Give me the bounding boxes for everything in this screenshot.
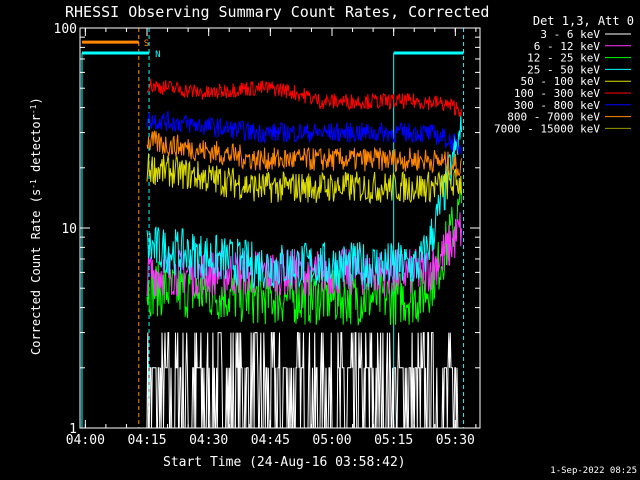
legend-label: 100 - 300 keV: [514, 87, 600, 100]
legend-label: 3 - 6 keV: [540, 28, 600, 41]
series-25-50-kev-line: [146, 114, 462, 290]
legend-header: Det 1,3, Att 0: [533, 14, 634, 28]
x-tick-label: 04:30: [189, 433, 228, 448]
x-tick-label: 05:00: [312, 433, 351, 448]
legend-label: 12 - 25 keV: [527, 52, 600, 65]
x-tick-label: 04:15: [127, 433, 166, 448]
saa-flag-label: S: [144, 39, 149, 49]
y-tick-label: 100: [54, 22, 77, 37]
axes: 04:00 04:15 04:30 04:45 05:00 05:15 05:30 1 10 10…: [54, 22, 481, 448]
series-800-7000-kev-line: [146, 129, 462, 177]
y-tick-label: 10: [61, 222, 77, 237]
x-tick-label: 04:00: [66, 433, 105, 448]
x-axis-label: Start Time (24-Aug-16 03:58:42): [163, 455, 406, 470]
legend-label: 7000 - 15000 keV: [494, 122, 600, 135]
series-100-300-kev-line: [146, 78, 462, 117]
legend-label: 300 - 800 keV: [514, 99, 600, 112]
series-300-800-kev-line: [146, 109, 462, 155]
timestamp: 1-Sep-2022 08:25: [550, 466, 637, 476]
chart-title: RHESSI Observing Summary Count Rates, Co…: [65, 3, 489, 21]
legend-label: 6 - 12 keV: [534, 40, 601, 53]
plot-area: SN: [81, 28, 465, 429]
night-flag-label: N: [155, 50, 160, 60]
y-tick-label: 1: [69, 422, 77, 437]
x-tick-label: 05:15: [374, 433, 413, 448]
x-tick-label: 04:45: [251, 433, 290, 448]
legend-label: 25 - 50 keV: [527, 63, 600, 76]
series-3-6-kev-line: [146, 332, 462, 429]
series-50-100-kev-line: [146, 153, 462, 205]
x-tick-label: 05:30: [436, 433, 475, 448]
legend-label: 800 - 7000 keV: [507, 111, 600, 124]
legend-label: 50 - 100 keV: [521, 75, 601, 88]
y-axis-label: Corrected Count Rate (s-1 detector-1): [29, 97, 43, 355]
